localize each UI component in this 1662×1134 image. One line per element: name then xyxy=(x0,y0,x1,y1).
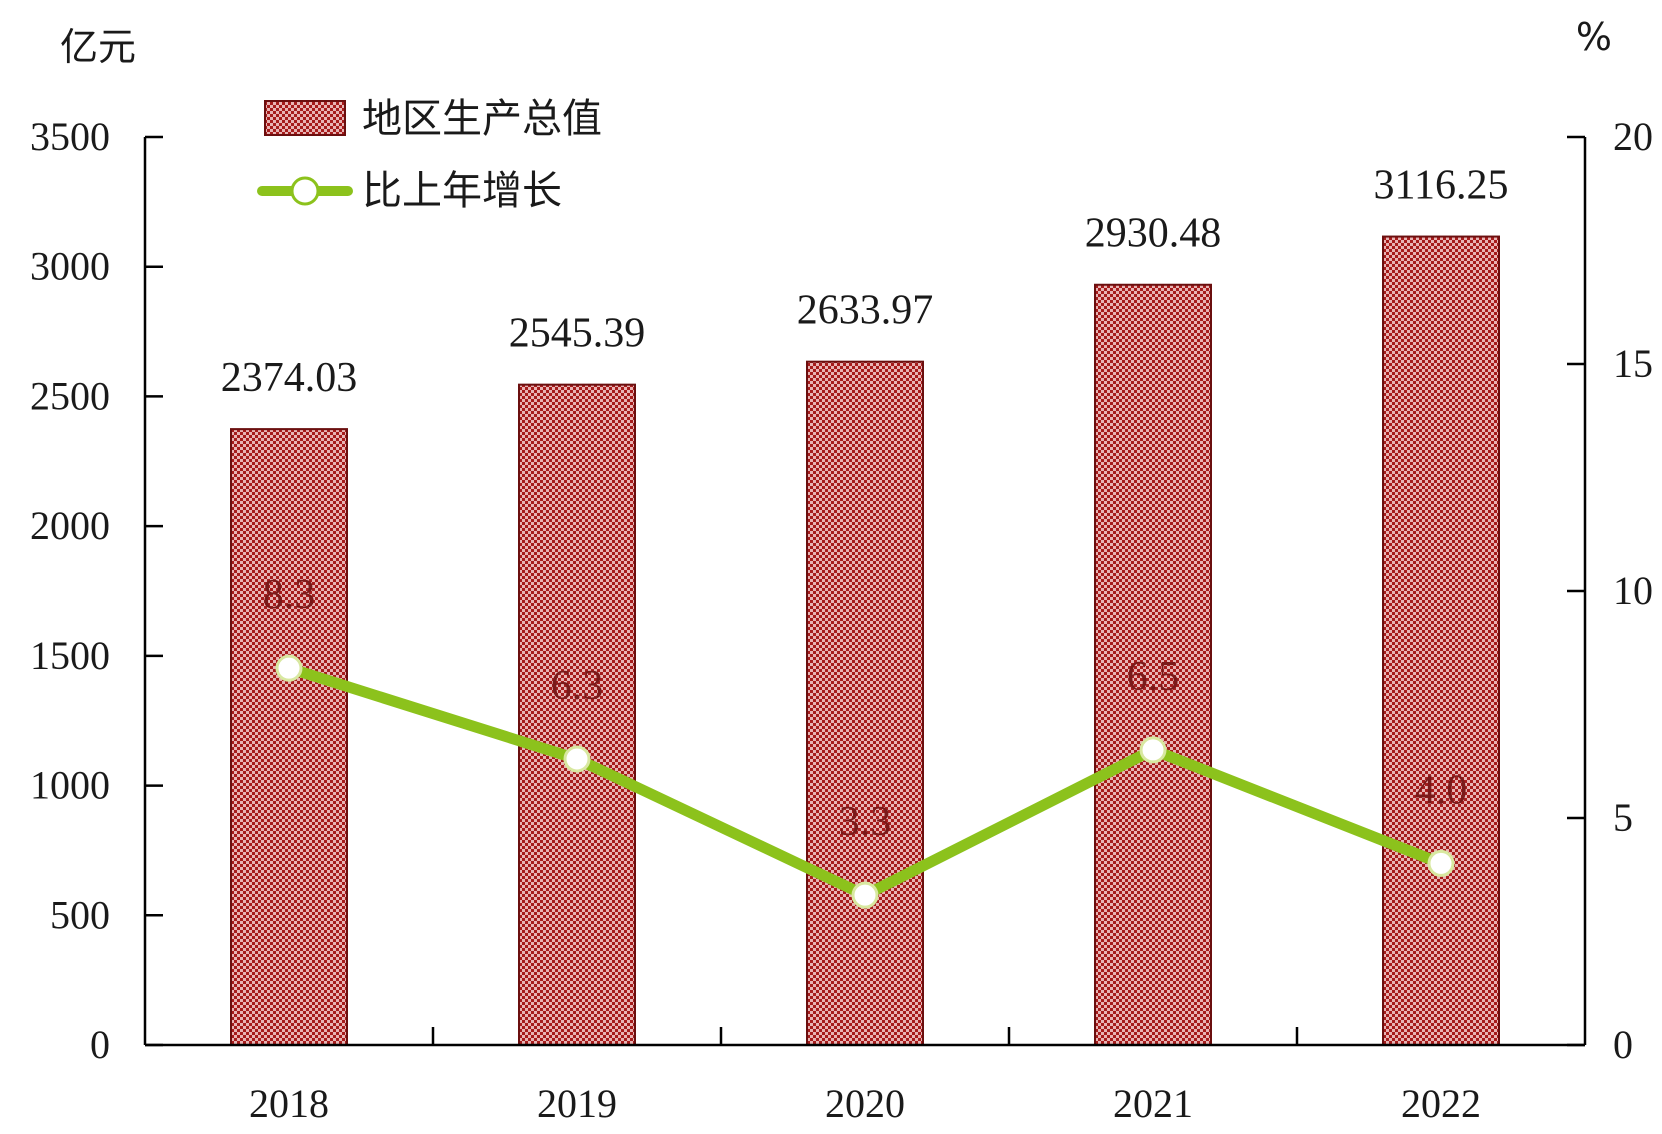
left-tick-label-2500: 2500 xyxy=(30,373,110,418)
bars-layer xyxy=(230,235,1500,1047)
left-tick-label-1500: 1500 xyxy=(30,633,110,678)
bar-value-label-2022: 3116.25 xyxy=(1374,163,1509,209)
bar-2022 xyxy=(1382,235,1500,1046)
right-tick-label-5: 5 xyxy=(1613,795,1633,840)
right-tick-label-15: 15 xyxy=(1613,341,1653,386)
x-tick-label-2022: 2022 xyxy=(1401,1081,1481,1126)
bar-2018 xyxy=(230,428,348,1047)
right-tick-label-10: 10 xyxy=(1613,568,1653,613)
bar-2021 xyxy=(1094,283,1212,1046)
left-tick-label-1000: 1000 xyxy=(30,763,110,808)
x-tick-label-2020: 2020 xyxy=(825,1081,905,1126)
growth-value-label-2022: 4.0 xyxy=(1415,767,1468,813)
growth-value-label-2021: 6.5 xyxy=(1127,654,1180,700)
growth-point-2020 xyxy=(851,881,879,909)
right-axis-unit: % xyxy=(1576,15,1612,59)
legend-bar-swatch xyxy=(264,100,346,136)
growth-point-2022 xyxy=(1427,849,1455,877)
growth-point-2021 xyxy=(1139,736,1167,764)
bar-2020 xyxy=(806,360,924,1046)
left-tick-label-0: 0 xyxy=(90,1022,110,1067)
left-tick-label-3500: 3500 xyxy=(30,114,110,159)
line-layer xyxy=(275,654,1455,909)
labels-layer: 2374.03 2545.39 2633.97 2930.48 3116.25 8.3 6.… xyxy=(221,163,1509,846)
legend-label-line: 比上年增长 xyxy=(362,168,562,214)
left-axis-unit: 亿元 xyxy=(60,25,136,69)
x-tick-label-2019: 2019 xyxy=(537,1081,617,1126)
left-tick-label-500: 500 xyxy=(50,892,110,937)
legend-line-marker xyxy=(290,176,320,206)
right-tick-label-20: 20 xyxy=(1613,114,1653,159)
bar-value-label-2018: 2374.03 xyxy=(221,355,358,401)
x-tick-label-2021: 2021 xyxy=(1113,1081,1193,1126)
bar-value-label-2020: 2633.97 xyxy=(797,288,934,334)
bar-value-label-2021: 2930.48 xyxy=(1085,211,1222,257)
left-tick-label-2000: 2000 xyxy=(30,503,110,548)
bar-2019 xyxy=(518,383,636,1046)
right-tick-label-0: 0 xyxy=(1613,1022,1633,1067)
growth-point-2018 xyxy=(275,654,303,682)
legend: 地区生产总值 比上年增长 xyxy=(257,96,602,214)
growth-point-2019 xyxy=(563,745,591,773)
growth-value-label-2020: 3.3 xyxy=(839,799,892,845)
bar-value-label-2019: 2545.39 xyxy=(509,311,646,357)
left-tick-label-3000: 3000 xyxy=(30,244,110,289)
growth-value-label-2018: 8.3 xyxy=(263,572,316,618)
x-tick-label-2018: 2018 xyxy=(249,1081,329,1126)
legend-label-bar: 地区生产总值 xyxy=(362,96,602,142)
axes-layer: 0 500 1000 1500 2000 2500 3000 3500 0 5 10 15 20 2018… xyxy=(30,114,1653,1126)
growth-value-label-2019: 6.3 xyxy=(551,663,604,709)
